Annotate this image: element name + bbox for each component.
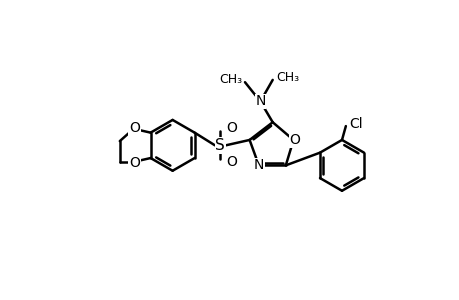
Text: O: O (289, 133, 300, 147)
Text: O: O (226, 122, 237, 135)
Text: N: N (253, 158, 263, 172)
Text: S: S (215, 138, 225, 153)
Text: N: N (255, 94, 265, 108)
Text: CH₃: CH₃ (275, 71, 298, 84)
Text: Cl: Cl (348, 117, 362, 131)
Text: O: O (129, 121, 140, 135)
Text: O: O (226, 155, 237, 169)
Text: CH₃: CH₃ (218, 74, 241, 86)
Text: O: O (129, 156, 140, 170)
